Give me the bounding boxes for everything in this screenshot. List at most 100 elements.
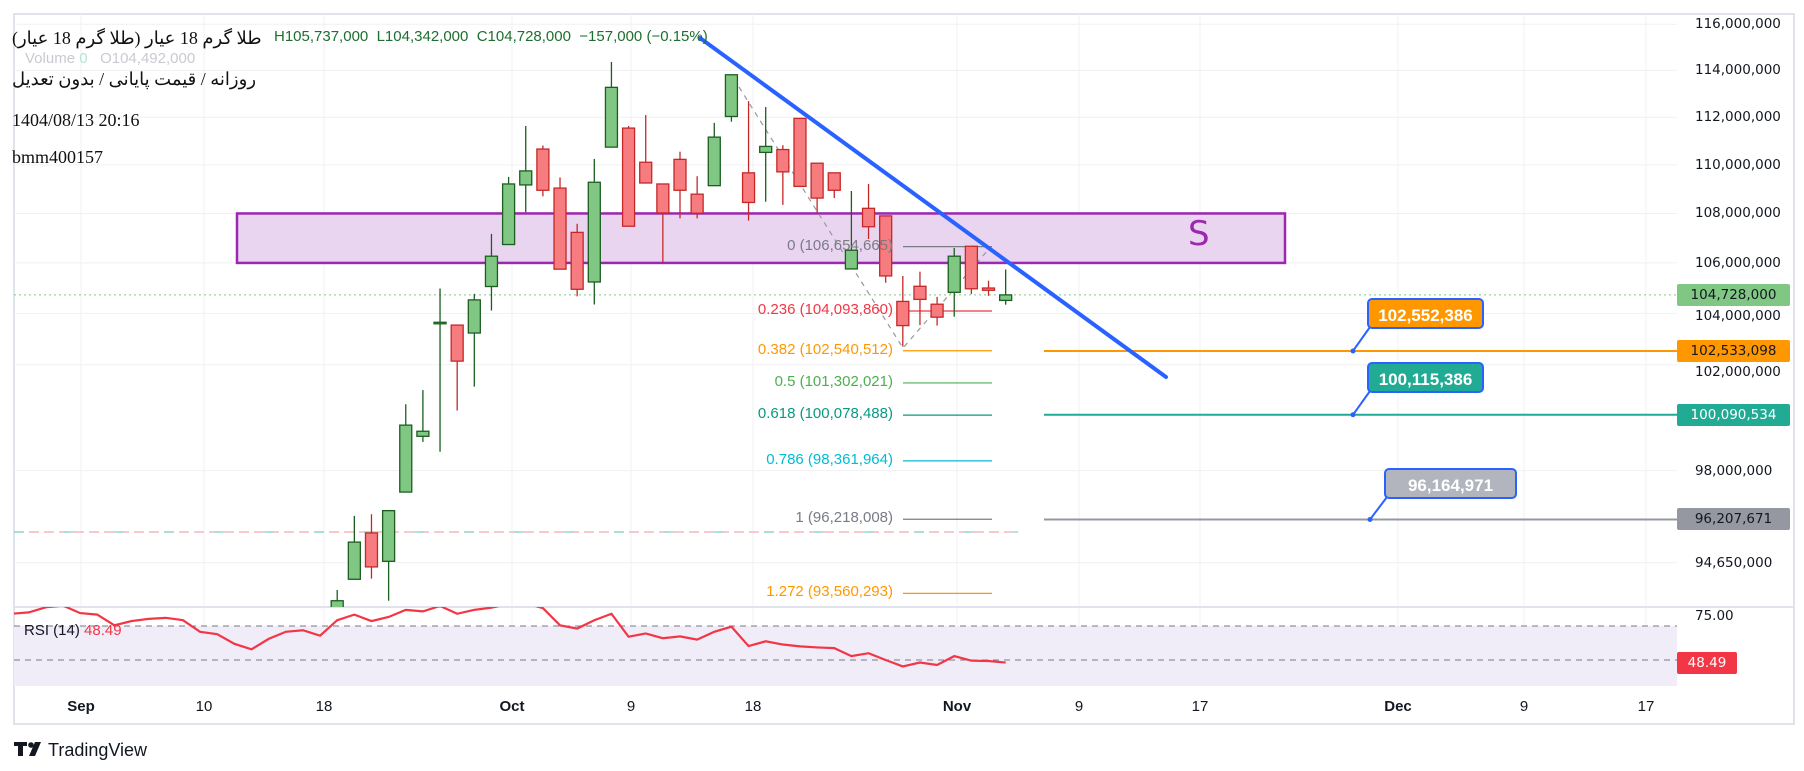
price-axis-label: 106,000,000 <box>1695 254 1781 271</box>
fib-level-label: 0.618 (100,078,488) <box>757 405 893 423</box>
fib-level-label: 0.382 (102,540,512) <box>757 340 893 358</box>
rsi-label: RSI (14) <box>24 622 80 639</box>
legend-low: L104,342,000 <box>376 28 469 45</box>
legend-close: C104,728,000 <box>476 28 571 45</box>
candle <box>656 183 670 263</box>
price-callout: 100,115,386 <box>1367 362 1484 393</box>
candle-body <box>673 158 687 191</box>
price-tag: 100,090,534 <box>1677 403 1790 426</box>
candle <box>621 125 636 227</box>
candle <box>861 183 876 240</box>
horizontal-rays[interactable] <box>1044 349 1677 521</box>
price-axis-label: 110,000,000 <box>1695 156 1781 173</box>
candle-body <box>913 285 927 301</box>
candle <box>399 404 413 493</box>
rsi-legend[interactable]: RSI (14) 48.49 <box>24 622 122 639</box>
time-axis-label: 9 <box>626 698 636 715</box>
candle <box>364 514 379 579</box>
candle <box>981 280 996 296</box>
candle <box>827 172 841 199</box>
chart-subtitle: روزانه / قیمت پایانی / بدون تعدیل <box>12 69 257 89</box>
resistance-zone[interactable] <box>235 212 1287 265</box>
candle-body <box>381 510 396 562</box>
candle <box>793 117 807 188</box>
candle <box>690 176 704 219</box>
trend-line[interactable] <box>698 36 1168 379</box>
time-axis-label: Sep <box>67 698 95 715</box>
candle-body <box>364 532 379 568</box>
candle <box>896 275 910 347</box>
candle-body <box>450 324 464 362</box>
rsi-axis-label: 75.00 <box>1695 608 1734 624</box>
price-tag: 104,728,000 <box>1677 283 1790 306</box>
candle-body <box>724 74 739 118</box>
callout-anchor <box>1350 348 1356 354</box>
candle <box>844 191 859 270</box>
candle-body <box>399 424 413 493</box>
candle <box>381 510 396 601</box>
time-axis-label: 17 <box>1191 698 1209 715</box>
tradingview-logo-icon[interactable] <box>14 742 41 756</box>
candle <box>913 271 927 326</box>
candle-body <box>896 300 910 327</box>
legend-ohlc: H105,737,000 L104,342,000 C104,728,000 −… <box>274 28 708 45</box>
rsi-levels <box>14 625 1677 661</box>
fib-level-label: 0.236 (104,093,860) <box>757 300 893 318</box>
candle-body <box>981 287 996 291</box>
time-axis-label: Nov <box>942 698 972 715</box>
price-callout: 102,552,386 <box>1367 298 1484 329</box>
candle-body <box>587 181 601 283</box>
rsi-value-tag: 48.49 <box>1677 652 1737 674</box>
candle-body <box>467 299 481 334</box>
chart-frame <box>13 13 1795 725</box>
legend-open-faint: O104,492,000 <box>100 50 196 67</box>
candle <box>416 390 430 442</box>
price-axis-label: 104,000,000 <box>1695 307 1781 324</box>
fib-level-label: 0.786 (98,361,964) <box>766 450 893 468</box>
candle-body <box>879 215 893 277</box>
candle <box>587 158 601 305</box>
candle <box>604 61 619 148</box>
candle-body <box>759 145 773 154</box>
candle-body <box>519 170 533 186</box>
rsi-line <box>14 607 1006 668</box>
tradingview-brand[interactable]: TradingView <box>48 740 148 760</box>
candle-body <box>947 255 961 293</box>
candle <box>741 101 756 221</box>
time-axis-label: 17 <box>1637 698 1655 715</box>
candle-body <box>741 172 756 204</box>
candle-body <box>553 187 567 270</box>
candle <box>964 245 979 295</box>
candle <box>930 296 944 326</box>
rsi-band <box>14 626 1677 686</box>
legend-high: H105,737,000 <box>274 28 369 45</box>
chart-datetime: 1404/08/13 20:16 <box>12 110 140 130</box>
candle-body <box>621 127 636 227</box>
fib-level-label: 0.5 (101,302,021) <box>774 372 893 390</box>
time-axis-label: 9 <box>1519 698 1529 715</box>
candle-body <box>793 117 807 188</box>
candle <box>553 177 567 270</box>
price-axis-label: 108,000,000 <box>1695 205 1781 222</box>
callout-pointer <box>1352 390 1371 416</box>
candle-body <box>536 148 550 191</box>
candle-body <box>501 183 516 246</box>
price-axis-label: 114,000,000 <box>1695 62 1781 79</box>
candle-body <box>707 136 721 187</box>
resistance-zone-rect <box>235 212 1287 265</box>
candle-body <box>656 183 670 214</box>
price-tag: 96,207,671 <box>1677 508 1790 531</box>
price-axis-label: 98,000,000 <box>1695 462 1773 479</box>
candle-body <box>347 541 361 580</box>
candle-body <box>827 172 841 191</box>
candle-body <box>433 321 447 325</box>
symbol-title[interactable]: طلا گرم 18 عیار (طلا گرم 18 عیار) <box>12 28 262 48</box>
chart-author: bmm400157 <box>12 147 104 167</box>
volume-legend[interactable]: Volume 0 O104,492,000 <box>25 50 195 67</box>
callout-anchor <box>1367 516 1373 522</box>
rsi-value: 48.49 <box>84 622 122 639</box>
candle-body <box>690 193 704 214</box>
price-axis-label: 94,650,000 <box>1695 554 1773 571</box>
candle <box>347 515 361 580</box>
